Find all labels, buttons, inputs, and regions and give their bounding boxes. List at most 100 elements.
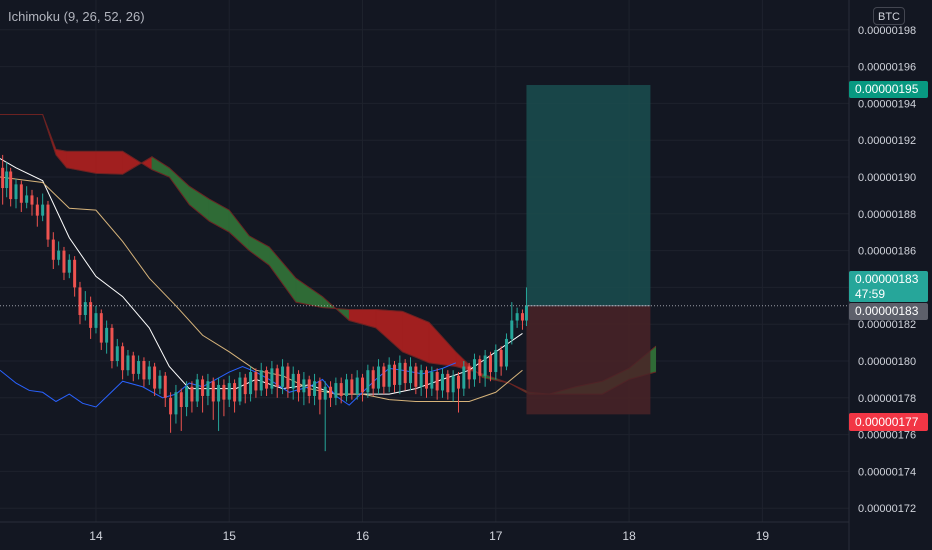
candle-up [217,384,221,402]
target-price-tag: 0.00000195 [849,81,928,98]
y-tick-label: 0.00000194 [858,98,916,110]
candle-up [206,381,210,396]
candle-up [472,359,476,380]
stop-price-tag: 0.00000177 [849,413,928,431]
candle-up [291,373,295,389]
candle-up [398,362,402,385]
target-price-value: 0.00000195 [855,82,919,96]
cloud-segment-bullish [268,246,297,304]
y-tick-label: 0.00000172 [858,503,916,515]
candle-up [174,392,178,415]
candle-up [67,259,71,273]
x-tick-label: 19 [756,529,770,543]
entry-price-tag: 0.00000183 [849,303,928,320]
candle-up [462,366,466,389]
candle-up [185,386,189,408]
candle-up [25,195,29,203]
candle-down [51,239,55,260]
candle-up [227,383,231,400]
profit-zone [526,85,651,306]
y-tick-label: 0.00000186 [858,246,916,258]
candle-down [478,359,482,376]
y-tick-label: 0.00000174 [858,466,916,478]
candle-down [520,313,524,321]
y-tick-label: 0.00000182 [858,319,916,331]
candle-up [323,386,327,400]
candle-up [387,364,391,387]
candle-down [73,259,77,288]
candle-up [515,313,519,321]
candle-up [313,381,317,396]
candle-down [243,377,247,395]
x-tick-label: 14 [89,529,103,543]
candle-down [318,381,322,400]
candle-up [126,355,130,371]
candle-up [409,366,413,384]
y-tick-label: 0.00000180 [858,356,916,368]
candle-up [238,377,242,402]
candle-down [46,204,50,240]
candle-up [115,346,119,362]
candle-down [307,379,311,396]
candle-down [297,373,301,393]
candle-down [424,370,428,389]
candle-up [504,338,508,367]
candle-down [286,366,290,389]
candlesticks [1,154,528,452]
y-tick-label: 0.00000178 [858,393,916,405]
cloud-segment-bearish [402,310,430,364]
candle-up [510,320,514,339]
candle-down [382,366,386,387]
candle-down [467,366,471,380]
candle-down [169,397,173,415]
candle-down [153,366,157,389]
candle-down [361,377,365,393]
candle-down [99,313,103,343]
loss-zone [526,305,651,415]
candle-up [524,305,528,321]
candle-down [499,349,503,367]
candle-up [94,313,98,328]
candle-up [41,204,45,216]
candle-up [483,355,487,376]
y-tick-label: 0.00000190 [858,172,916,184]
candle-down [121,346,125,371]
candle-down [30,195,34,205]
candle-down [131,355,135,374]
candle-down [371,370,375,389]
y-axis[interactable]: 0.00000172 0.00000174 0.00000176 0.00000178… [858,25,916,515]
candle-down [446,373,450,393]
candle-down [211,381,215,402]
candle-down [201,379,205,396]
candle-down [62,250,66,273]
candle-down [9,171,13,200]
candle-down [265,370,269,389]
cloud-segment-bearish [122,150,153,175]
candle-up [494,349,498,373]
long-position-tool[interactable] [526,85,651,415]
candle-down [163,375,167,398]
candle-up [377,366,381,389]
indicator-legend[interactable]: Ichimoku (9, 26, 52, 26) [8,9,145,24]
y-tick-label: 0.00000188 [858,209,916,221]
candle-up [419,370,423,387]
candle-up [158,375,162,389]
cloud-segment-bullish [228,209,250,252]
entry-price-value: 0.00000183 [855,304,919,318]
candle-up [137,361,141,374]
candle-up [83,302,87,316]
y-tick-label: 0.00000198 [858,25,916,37]
cloud-segment-bullish [168,167,190,206]
currency-badge[interactable]: BTC [873,7,905,25]
candle-up [281,366,285,387]
ichimoku-line-1 [0,158,523,395]
candle-down [435,372,439,391]
candle-up [366,370,370,393]
candle-down [350,379,354,395]
candle-up [259,370,263,391]
candle-down [393,364,397,385]
candle-down [222,384,226,400]
y-tick-label: 0.00000192 [858,135,916,147]
candle-countdown: 47:59 [855,287,886,301]
